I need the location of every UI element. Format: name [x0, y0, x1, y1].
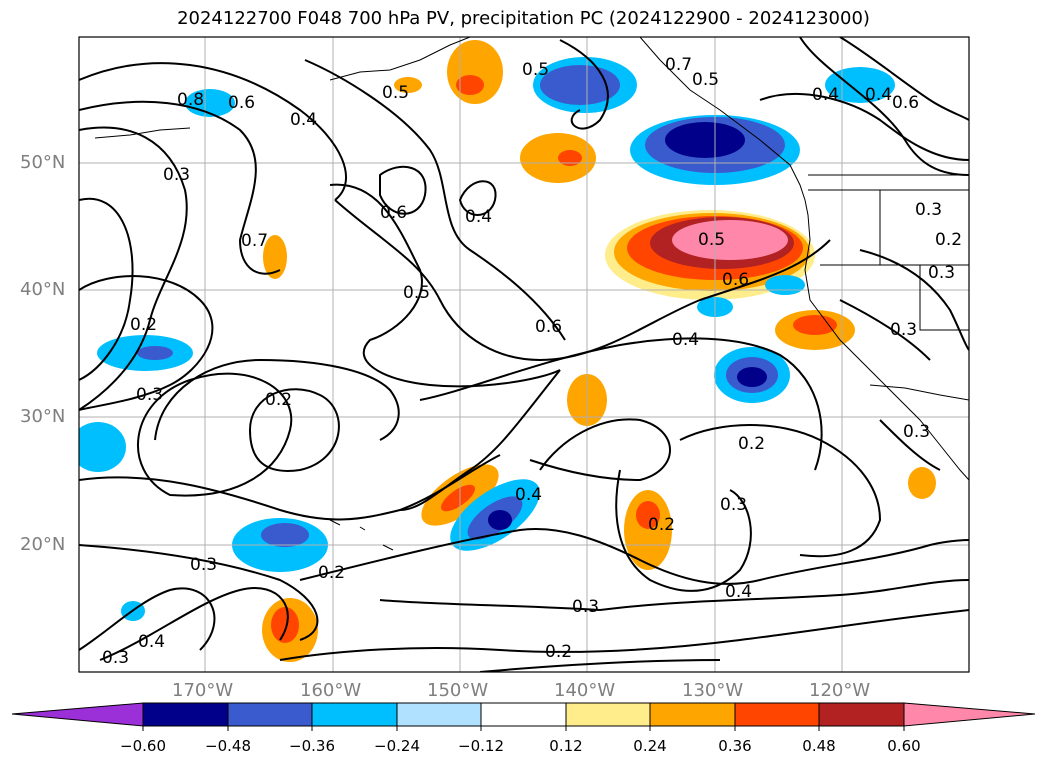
- colorbar-tick-label: 0.24: [633, 737, 667, 755]
- positive-anomaly-blob: [908, 467, 936, 499]
- negative-anomaly-blob: [665, 122, 745, 158]
- positive-anomaly-blob: [440, 484, 476, 512]
- colorbar-extend-high: [903, 702, 1036, 727]
- colorbar-bin: [480, 702, 567, 727]
- colorbar-tick-label: −0.12: [458, 737, 504, 755]
- negative-anomaly-blob: [261, 523, 309, 547]
- contour-label: 0.6: [892, 93, 919, 113]
- contour-label: 0.3: [915, 200, 942, 220]
- lat-label: 40°N: [20, 279, 66, 300]
- contour-label: 0.4: [515, 485, 542, 505]
- colorbar-tick-label: −0.36: [289, 737, 335, 755]
- contour-label: 0.5: [403, 283, 430, 303]
- positive-anomaly-blob: [394, 77, 422, 93]
- positive-anomaly-blob: [271, 607, 299, 643]
- negative-anomaly-blob: [765, 275, 805, 295]
- contour-label: 0.4: [465, 207, 492, 227]
- colorbar-tick-label: −0.48: [205, 737, 251, 755]
- contour-label: 0.2: [648, 515, 675, 535]
- colorbar-extend-low: [11, 702, 144, 727]
- contour-label: 0.3: [720, 495, 747, 515]
- positive-anomaly-blob: [456, 75, 484, 95]
- contour-label: 0.8: [177, 90, 204, 110]
- contour-label: 0.3: [102, 648, 129, 668]
- colorbar-tick-label: 0.36: [718, 737, 752, 755]
- contour-label: 0.5: [382, 83, 409, 103]
- contour-label: 0.4: [725, 582, 752, 602]
- contour-label: 0.4: [865, 85, 892, 105]
- positive-anomaly-blob: [672, 220, 788, 260]
- lon-label: 130°W: [682, 680, 744, 701]
- colorbar-bin: [396, 702, 482, 727]
- contour-label: 0.2: [265, 390, 292, 410]
- colorbar-tick-label: −0.24: [374, 737, 420, 755]
- colorbar-tick-label: −0.60: [120, 737, 166, 755]
- negative-anomaly-blob: [137, 346, 173, 360]
- contour-label: 0.4: [672, 330, 699, 350]
- contour-label: 0.3: [903, 422, 930, 442]
- colorbar-tick-label: 0.12: [549, 737, 583, 755]
- colorbar-bin: [227, 702, 313, 727]
- colorbar-bin: [649, 702, 736, 727]
- contour-label: 0.3: [928, 263, 955, 283]
- contour-label: 0.6: [722, 270, 749, 290]
- negative-anomaly-blob: [737, 367, 767, 387]
- lat-label: 20°N: [20, 534, 66, 555]
- contour-label: 0.4: [812, 85, 839, 105]
- contour-label: 0.2: [318, 563, 345, 583]
- contour-label: 0.7: [241, 231, 268, 251]
- negative-anomaly-blob: [540, 65, 620, 105]
- lon-label: 140°W: [554, 680, 616, 701]
- lon-label: 150°W: [427, 680, 489, 701]
- positive-anomaly-blob: [793, 315, 837, 335]
- contour-label: 0.5: [698, 230, 725, 250]
- lat-label: 50°N: [20, 152, 66, 173]
- contour-label: 0.4: [138, 632, 165, 652]
- positive-anomaly-blob: [263, 235, 287, 279]
- contour-label: 0.6: [228, 93, 255, 113]
- pv-contours: [79, 37, 969, 672]
- colorbar-bin: [818, 702, 905, 727]
- lat-label: 30°N: [20, 406, 66, 427]
- positive-anomaly-blob: [636, 501, 660, 529]
- contour-label: 0.3: [190, 555, 217, 575]
- contour-label-group: 0.5 0.5 0.6 0.4 0.6 0.4 0.7 0.8 0.6 0.5 …: [102, 55, 962, 668]
- positive-anomaly-blob: [447, 40, 503, 104]
- colorbar: [11, 702, 1036, 731]
- contour-label: 0.5: [692, 70, 719, 90]
- coastlines: [94, 37, 969, 551]
- lon-label: 120°W: [809, 680, 871, 701]
- positive-anomaly-blob: [624, 490, 672, 570]
- contour-label: 0.6: [380, 203, 407, 223]
- lon-label: 170°W: [172, 680, 234, 701]
- contour-label: 0.3: [136, 385, 163, 405]
- contour-label: 0.5: [522, 60, 549, 80]
- contour-label: 0.3: [163, 165, 190, 185]
- colorbar-bin: [142, 702, 229, 727]
- lon-label: 160°W: [300, 680, 362, 701]
- contour-label: 0.3: [890, 320, 917, 340]
- contour-label: 0.6: [535, 317, 562, 337]
- contour-label: 0.2: [545, 642, 572, 662]
- colorbar-bin: [311, 702, 398, 727]
- contour-label: 0.3: [572, 597, 599, 617]
- positive-anomaly-blob: [558, 150, 582, 166]
- graticule: [79, 37, 969, 672]
- map-frame: [78, 36, 970, 673]
- contour-label: 0.2: [738, 434, 765, 454]
- colorbar-tick-label: 0.60: [887, 737, 921, 755]
- map-title: 2024122700 F048 700 hPa PV, precipitatio…: [177, 8, 870, 29]
- colorbar-bin: [734, 702, 820, 727]
- contour-label: 0.7: [665, 55, 692, 75]
- colorbar-bin: [565, 702, 651, 727]
- negative-anomaly-blob: [79, 422, 126, 472]
- colorbar-tick-label: 0.48: [802, 737, 836, 755]
- contour-label: 0.2: [935, 230, 962, 250]
- negative-anomaly-blob: [488, 510, 512, 530]
- contour-label: 0.2: [130, 315, 157, 335]
- contour-label: 0.4: [290, 110, 317, 130]
